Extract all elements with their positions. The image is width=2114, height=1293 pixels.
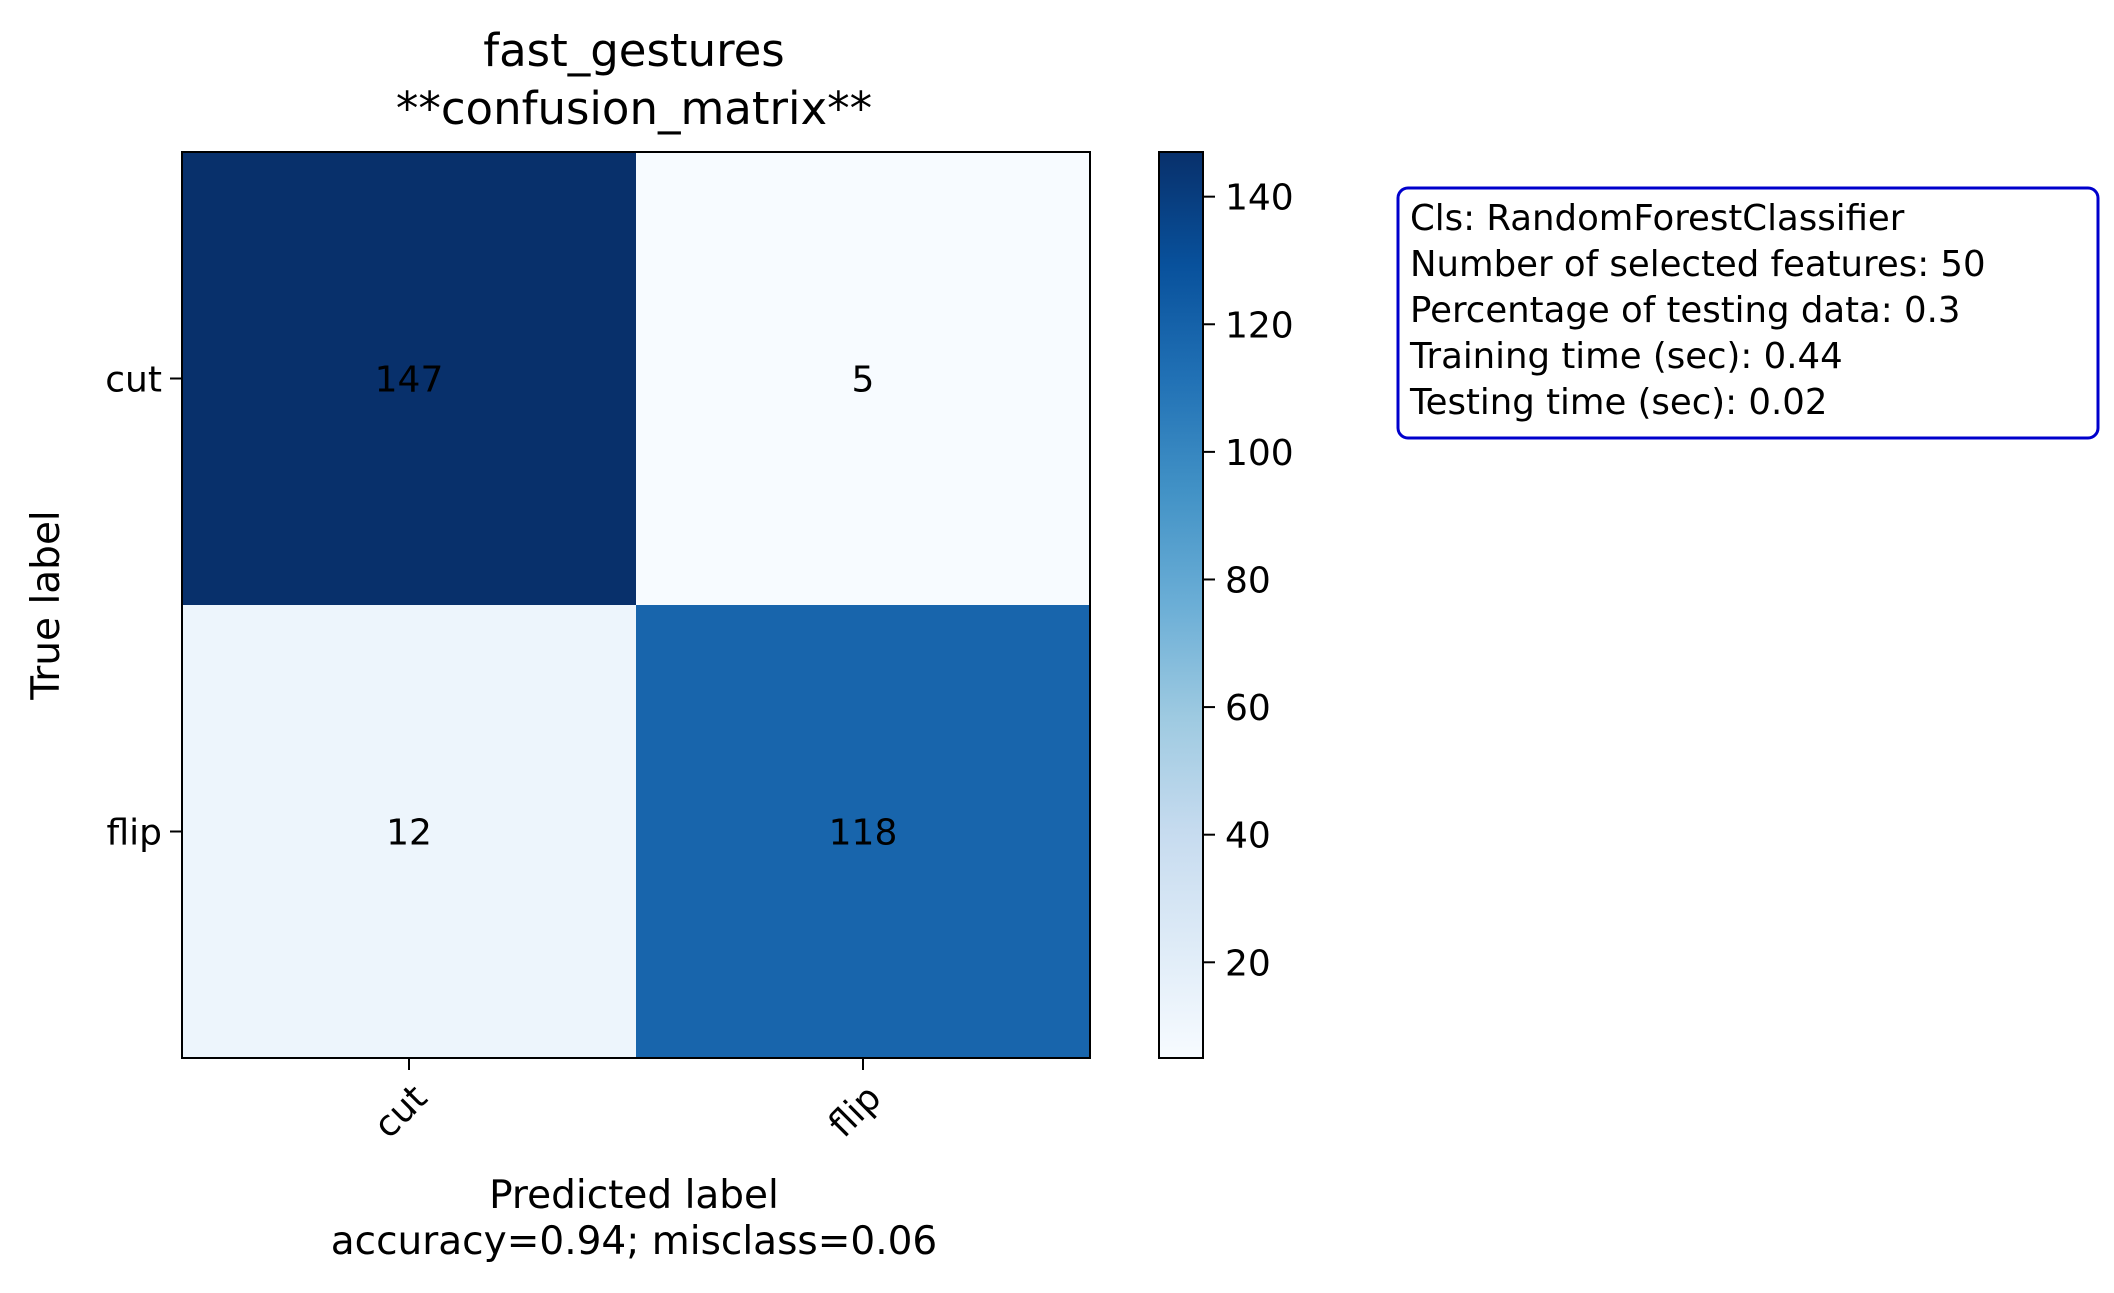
colorbar-tick-label: 140 [1225,178,1294,219]
colorbar-tick-label: 20 [1225,943,1271,984]
chart-subtitle: **confusion_matrix** [396,82,872,135]
colorbar [1158,151,1204,1059]
cell-value-label: 118 [829,813,898,854]
chart-title: fast_gestures [483,24,785,77]
x-axis-sublabel: accuracy=0.94; misclass=0.06 [331,1219,937,1264]
x-axis-label: Predicted label [489,1173,779,1218]
y-axis-label: True label [24,510,69,701]
cell-value-label: 147 [375,360,444,401]
cell-value-label: 12 [386,813,432,854]
info-box [1396,186,2100,440]
info-line: Number of selected features: 50 [1410,244,1986,285]
colorbar-tick-label: 60 [1225,688,1271,729]
y-tick-label: flip [106,813,162,854]
y-tick-label: cut [105,360,162,401]
heatmap-cell [182,605,636,1058]
colorbar-ticks: 20 40 60 80 100 120 140 [1203,178,1294,984]
cell-value-label: 5 [852,360,875,401]
heatmap-cells [182,152,1090,1058]
info-line: Cls: RandomForestClassifier [1410,198,1905,239]
colorbar-tick-label: 40 [1225,816,1271,857]
info-line: Training time (sec): 0.44 [1409,336,1843,377]
heatmap-cell [636,152,1090,605]
y-axis-ticks: cut flip [105,360,182,854]
x-tick-label: flip [821,1077,889,1145]
colorbar-tick-label: 120 [1225,305,1294,346]
heatmap-cell [636,605,1090,1058]
info-box-lines: Cls: RandomForestClassifier Number of sel… [1409,198,1986,423]
heatmap-cell [182,152,636,605]
info-line: Percentage of testing data: 0.3 [1410,290,1961,331]
x-tick-label: cut [366,1077,435,1146]
info-line: Testing time (sec): 0.02 [1409,382,1827,423]
x-axis-ticks: cut flip [366,1058,889,1146]
colorbar-tick-label: 100 [1225,433,1294,474]
colorbar-tick-label: 80 [1225,560,1271,601]
plot-frame [181,151,1091,1059]
heatmap-cell-labels: 147 5 12 118 [375,360,898,854]
